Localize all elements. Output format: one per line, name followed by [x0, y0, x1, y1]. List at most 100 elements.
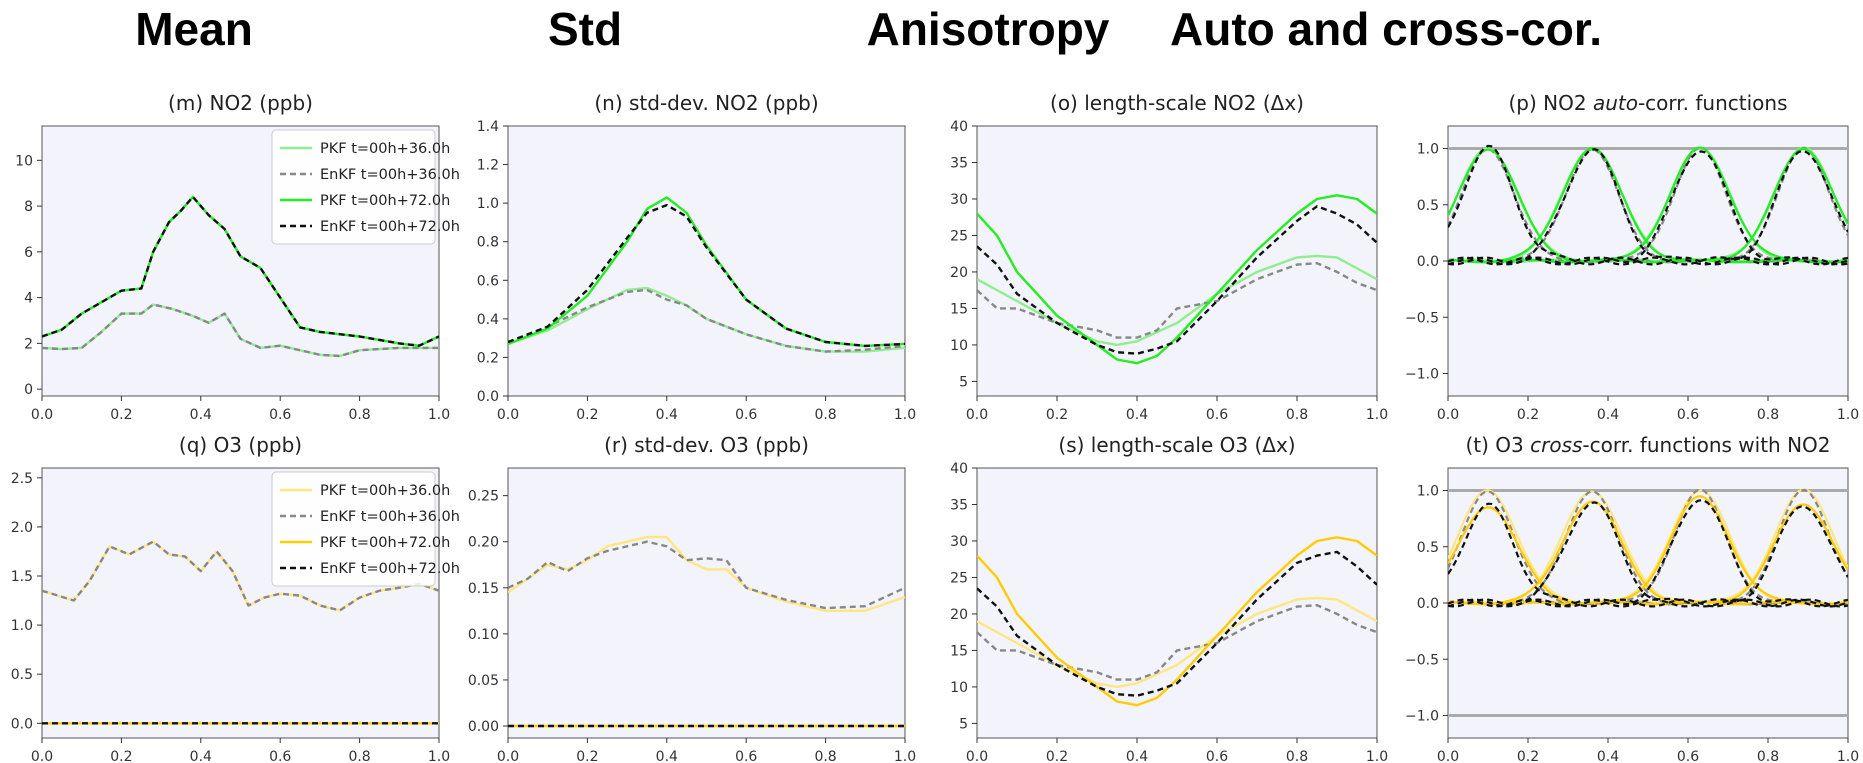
legend-label: EnKF t=00h+72.0h — [320, 561, 460, 577]
y-tick-label: 0.8 — [477, 235, 499, 251]
x-tick-label: 0.8 — [348, 407, 370, 423]
y-tick-label: 0.00 — [468, 719, 499, 735]
y-tick-label: −0.5 — [1405, 652, 1439, 668]
x-tick-label: 0.0 — [1437, 749, 1459, 763]
x-tick-label: 0.4 — [1597, 407, 1619, 423]
x-tick-label: 0.0 — [31, 749, 53, 763]
corr-curve — [1448, 505, 1848, 608]
panel-n: (n) std-dev. NO2 (ppb) 0.0 0.2 0.4 0.6 0.8 1.0… — [477, 91, 916, 423]
y-tick-label: 10 — [15, 153, 33, 169]
y-tick-label: −1.0 — [1405, 367, 1439, 383]
x-tick-label: 1.0 — [894, 749, 916, 763]
y-tick-label: 0.5 — [1417, 540, 1439, 556]
x-tick-label: 0.2 — [1046, 407, 1068, 423]
series-group — [1448, 144, 1848, 266]
x-tick-label: 0.6 — [1677, 749, 1699, 763]
y-tick-label: 40 — [950, 119, 968, 135]
y-tick-label: 0.2 — [477, 350, 499, 366]
legend-label: EnKF t=00h+36.0h — [320, 167, 460, 183]
x-tick-label: 0.6 — [269, 407, 291, 423]
series-group — [508, 535, 905, 728]
x-tick-label: 0.2 — [576, 407, 598, 423]
y-tick-label: 0.5 — [11, 667, 33, 683]
x-tick-label: 0.6 — [735, 407, 757, 423]
y-tick-label: 1.5 — [11, 569, 33, 585]
column-title-mean: Mean — [135, 3, 253, 55]
x-tick-label: 0.4 — [1126, 749, 1148, 763]
x-tick-label: 0.2 — [110, 749, 132, 763]
series-line — [977, 536, 1377, 707]
legend-label: PKF t=00h+36.0h — [320, 483, 450, 499]
y-tick-label: 2 — [24, 336, 33, 352]
x-tick-label: 0.2 — [1517, 749, 1539, 763]
legend-box — [271, 471, 436, 587]
legend-label: EnKF t=00h+72.0h — [320, 219, 460, 235]
y-tick-label: 15 — [950, 643, 968, 659]
y-tick-label: 10 — [950, 338, 968, 354]
corr-curve — [1448, 503, 1848, 606]
y-tick-label: 0.05 — [468, 673, 499, 689]
y-tick-label: 0.4 — [477, 312, 499, 328]
plot-area — [507, 467, 906, 739]
panel-o: (o) length-scale NO2 (Δx) 0.0 0.2 0.4 0.6 0.8… — [950, 91, 1388, 423]
x-tick-label: 0.8 — [1757, 749, 1779, 763]
y-tick-label: 1.0 — [1417, 142, 1439, 158]
x-tick-label: 0.2 — [1517, 407, 1539, 423]
y-tick-label: 25 — [950, 570, 968, 586]
y-tick-label: 0.15 — [468, 581, 499, 597]
column-title-std: Std — [547, 3, 623, 55]
corr-curve — [1448, 502, 1848, 608]
x-tick-label: 1.0 — [1366, 407, 1388, 423]
legend-label: PKF t=00h+72.0h — [320, 193, 450, 209]
panel-title: (r) std-dev. O3 (ppb) — [604, 433, 809, 457]
x-tick-label: 0.6 — [1677, 407, 1699, 423]
series-group — [508, 196, 905, 353]
y-tick-label: 0.0 — [477, 389, 499, 405]
series-line — [977, 604, 1377, 681]
y-tick-label: 10 — [950, 680, 968, 696]
y-tick-label: 0.6 — [477, 273, 499, 289]
series-group — [977, 536, 1377, 707]
series-group — [1448, 488, 1848, 717]
panel-title: (p) NO2 auto-corr. functions — [1508, 91, 1787, 115]
corr-curve — [1448, 150, 1848, 266]
x-tick-label: 0.4 — [190, 407, 212, 423]
plot-area — [507, 125, 906, 397]
x-tick-label: 0.6 — [1206, 749, 1228, 763]
corr-curve — [1448, 147, 1848, 264]
x-tick-label: 0.4 — [656, 749, 678, 763]
legend-label: PKF t=00h+72.0h — [320, 535, 450, 551]
y-tick-label: 6 — [24, 245, 33, 261]
x-tick-label: 0.2 — [576, 749, 598, 763]
x-tick-label: 0.4 — [190, 749, 212, 763]
y-tick-label: 0 — [24, 382, 33, 398]
x-tick-label: 0.6 — [269, 749, 291, 763]
x-tick-label: 0.0 — [966, 749, 988, 763]
x-tick-label: 0.8 — [348, 749, 370, 763]
y-tick-label: 25 — [950, 228, 968, 244]
series-line — [977, 262, 1377, 339]
x-tick-label: 1.0 — [428, 407, 450, 423]
y-tick-label: 1.0 — [477, 196, 499, 212]
series-line — [508, 288, 905, 353]
y-tick-label: 2.5 — [11, 471, 33, 487]
legend: PKF t=00h+36.0h EnKF t=00h+36.0h PKF t=00h… — [271, 129, 460, 245]
panel-r: (r) std-dev. O3 (ppb) 0.0 0.2 0.4 0.6 0.8 1.0 0… — [468, 433, 916, 763]
panel-t: (t) O3 cross-corr. functions with NO2 0.0… — [1405, 433, 1859, 763]
y-tick-label: 30 — [950, 192, 968, 208]
y-tick-label: −0.5 — [1405, 310, 1439, 326]
y-tick-label: 0.10 — [468, 627, 499, 643]
x-tick-label: 1.0 — [428, 749, 450, 763]
legend-label: EnKF t=00h+36.0h — [320, 509, 460, 525]
column-title-anisotropy: Anisotropy — [866, 3, 1110, 55]
x-tick-label: 0.8 — [814, 749, 836, 763]
panel-q: (q) O3 (ppb) 0.0 0.2 0.4 0.6 0.8 1.0 0.0 0.5 1.0 1… — [11, 433, 460, 763]
panel-title: (s) length-scale O3 (Δx) — [1058, 433, 1295, 457]
corr-curve — [1448, 501, 1848, 608]
legend-box — [271, 129, 436, 245]
legend-label: PKF t=00h+36.0h — [320, 141, 450, 157]
y-tick-label: 0.0 — [11, 716, 33, 732]
x-tick-label: 0.4 — [656, 407, 678, 423]
panel-m: (m) NO2 (ppb) 0.0 0.2 0.4 0.6 0.8 1.0 0 2 4 6 8 10 PK… — [15, 91, 460, 423]
x-tick-label: 0.0 — [966, 407, 988, 423]
